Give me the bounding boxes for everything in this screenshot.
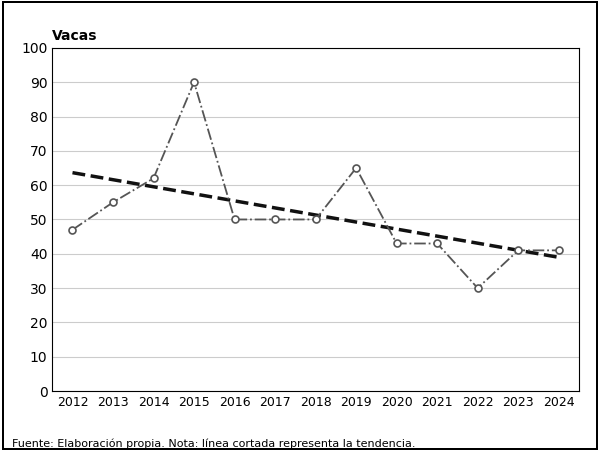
- Text: Vacas: Vacas: [52, 28, 98, 42]
- Text: Fuente: Elaboración propia. Nota: línea cortada representa la tendencia.: Fuente: Elaboración propia. Nota: línea …: [12, 438, 415, 449]
